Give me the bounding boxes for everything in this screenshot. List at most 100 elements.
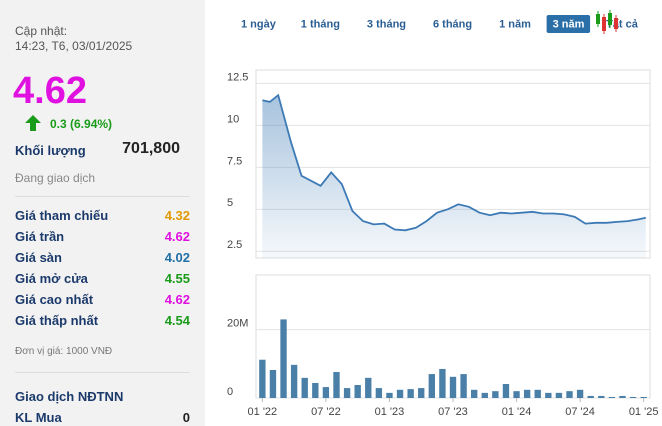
- stat-value: 4.55: [164, 271, 190, 286]
- volume-bar: [354, 385, 361, 398]
- volume-bar: [534, 389, 541, 398]
- separator: [15, 196, 190, 197]
- candle-body: [596, 14, 600, 24]
- tab-label: 6 tháng: [433, 18, 472, 30]
- volume-bar: [333, 372, 340, 398]
- y-tick-label: 12.5: [227, 71, 248, 83]
- volume-bar: [365, 377, 372, 398]
- stat-value: 4.32: [164, 208, 190, 223]
- updated-time: 14:23, T6, 03/01/2025: [15, 39, 133, 53]
- x-tick-label: 07 '23: [438, 406, 468, 418]
- volume-bar: [428, 374, 435, 398]
- price: 4.62: [13, 70, 87, 112]
- volume-bar: [566, 391, 573, 398]
- charts: 1 ngày 1 tháng 3 tháng 6 tháng 1 năm 3 năm Tất…: [227, 10, 659, 418]
- candle-body: [608, 13, 612, 25]
- foreign-title: Giao dịch NĐTNN: [15, 389, 124, 404]
- stat-value: 4.54: [164, 313, 190, 328]
- volume-bar: [608, 396, 616, 398]
- y-tick-label: 10: [227, 113, 239, 125]
- y-tick-label: 5: [227, 197, 233, 209]
- volume-bar: [629, 396, 637, 398]
- volume-bar: [418, 388, 425, 398]
- volume-bar: [322, 387, 330, 398]
- stat-label: Giá sàn: [15, 250, 62, 265]
- range-tab[interactable]: 3 tháng: [367, 18, 406, 30]
- volume-bar: [598, 395, 605, 398]
- volume-bar: [502, 383, 510, 398]
- info-panel: Cập nhật: 14:23, T6, 03/01/2025 4.62 0.3…: [0, 0, 205, 426]
- x-tick-label: 07 '22: [311, 406, 341, 418]
- volume-bar: [375, 388, 383, 398]
- volume-bar: [290, 364, 298, 398]
- tab-label: 1 tháng: [301, 18, 340, 30]
- stat-value: 4.62: [164, 292, 190, 307]
- volume-bar: [492, 391, 499, 398]
- volume-bar: [259, 359, 266, 398]
- volume-bar: [396, 389, 404, 398]
- volume-bar: [545, 392, 552, 398]
- volume: 701,800: [122, 140, 180, 157]
- tab-label: 3 tháng: [367, 18, 406, 30]
- stat-label: Giá tham chiếu: [15, 208, 109, 223]
- up-arrow: [25, 115, 41, 131]
- status: Đang giao dịch: [15, 171, 96, 185]
- volume-bar: [576, 389, 584, 398]
- candle-body: [614, 18, 618, 29]
- stat-label: Giá thấp nhất: [15, 313, 99, 328]
- y-tick-label: 20M: [227, 318, 248, 330]
- price-line: [262, 93, 646, 232]
- volume-bar: [587, 395, 594, 398]
- volume-bar: [619, 395, 626, 398]
- candle-body: [602, 17, 606, 31]
- volume-bar: [269, 369, 277, 398]
- stat-label: Giá mở cửa: [15, 271, 88, 286]
- volume-bar: [481, 392, 488, 398]
- volume-label: Khối lượng: [15, 143, 86, 158]
- volume-bar: [471, 389, 478, 398]
- stat-value: 4.62: [164, 229, 190, 244]
- x-tick-label: 07 '24: [565, 406, 595, 418]
- tab-label: 1 năm: [499, 18, 531, 30]
- y-tick-label: 2.5: [227, 239, 242, 251]
- range-tab[interactable]: 1 năm: [499, 18, 531, 30]
- volume-bar: [640, 396, 647, 398]
- x-tick-label: 01 '22: [248, 406, 278, 418]
- stat-value: 4.02: [164, 250, 190, 265]
- foreign-value: 0: [182, 410, 190, 425]
- range-tab[interactable]: 3 năm: [546, 15, 591, 33]
- area: [262, 95, 646, 258]
- separator: [15, 372, 190, 373]
- volume-bar: [523, 389, 531, 398]
- tab-label: 1 ngày: [241, 18, 277, 30]
- change: 0.3 (6.94%): [50, 117, 113, 131]
- x-tick-label: 01 '23: [375, 406, 405, 418]
- tab-label: 3 năm: [553, 18, 585, 30]
- y-tick-label: 0: [227, 386, 233, 398]
- volume-bar: [301, 377, 308, 398]
- volume-bar: [513, 391, 520, 398]
- volume-bar: [312, 382, 319, 398]
- range-tab[interactable]: 6 tháng: [433, 18, 472, 30]
- stat-label: Giá cao nhất: [15, 292, 94, 307]
- foreign-label: KL Mua: [15, 410, 62, 425]
- tab-bg: [546, 15, 591, 33]
- stat-label: Giá trần: [15, 229, 65, 244]
- volume-bar: [407, 389, 414, 398]
- volume-bar: [460, 374, 467, 398]
- volume-bar: [555, 392, 563, 398]
- candle-icon[interactable]: [596, 10, 618, 34]
- x-tick-label: 01 '24: [502, 406, 532, 418]
- volume-bar: [449, 376, 457, 398]
- volume-bar: [386, 392, 393, 398]
- unit-note: Đơn vị giá: 1000 VNĐ: [15, 346, 113, 357]
- y-tick-label: 7.5: [227, 155, 242, 167]
- volume-bar: [343, 388, 351, 398]
- volume-bar: [280, 319, 287, 398]
- range-tab[interactable]: 1 tháng: [301, 18, 340, 30]
- x-tick-label: 01 '25: [629, 406, 659, 418]
- volume-bar: [439, 368, 446, 398]
- range-tab[interactable]: 1 ngày: [241, 18, 277, 30]
- updated-label: Cập nhật:: [15, 24, 68, 38]
